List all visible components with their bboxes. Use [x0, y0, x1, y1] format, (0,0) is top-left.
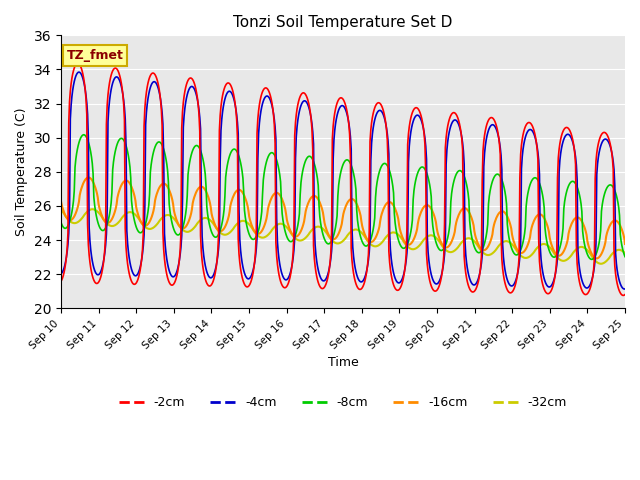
Line: -4cm: -4cm: [61, 72, 625, 289]
-2cm: [621, 292, 629, 298]
-2cm: [57, 278, 65, 284]
-16cm: [429, 209, 436, 215]
-32cm: [621, 250, 629, 256]
-8cm: [588, 256, 596, 262]
-4cm: [213, 258, 221, 264]
-16cm: [126, 181, 134, 187]
-32cm: [88, 206, 96, 212]
-4cm: [126, 260, 134, 265]
-32cm: [412, 245, 420, 251]
-4cm: [57, 271, 65, 276]
Text: TZ_fmet: TZ_fmet: [67, 49, 124, 62]
Y-axis label: Soil Temperature (C): Soil Temperature (C): [15, 108, 28, 236]
-4cm: [621, 286, 629, 292]
-8cm: [67, 213, 75, 219]
-4cm: [67, 102, 75, 108]
-16cm: [57, 198, 65, 204]
-4cm: [412, 113, 420, 119]
X-axis label: Time: Time: [328, 356, 358, 369]
-32cm: [597, 261, 605, 266]
-16cm: [213, 226, 221, 231]
-2cm: [429, 287, 436, 292]
-2cm: [126, 274, 134, 279]
-8cm: [126, 164, 134, 170]
-32cm: [429, 233, 436, 239]
-8cm: [57, 219, 65, 225]
Legend: -2cm, -4cm, -8cm, -16cm, -32cm: -2cm, -4cm, -8cm, -16cm, -32cm: [114, 391, 572, 414]
-2cm: [620, 292, 627, 298]
Line: -2cm: -2cm: [61, 63, 625, 295]
-2cm: [67, 81, 75, 87]
Title: Tonzi Soil Temperature Set D: Tonzi Soil Temperature Set D: [233, 15, 452, 30]
Line: -32cm: -32cm: [61, 209, 625, 264]
Line: -8cm: -8cm: [61, 135, 625, 259]
-4cm: [620, 286, 628, 292]
-32cm: [213, 227, 221, 232]
-16cm: [412, 229, 420, 235]
-16cm: [84, 175, 92, 180]
-8cm: [429, 223, 436, 229]
-32cm: [67, 219, 75, 225]
-4cm: [429, 276, 436, 282]
-2cm: [213, 258, 221, 264]
-32cm: [126, 209, 134, 215]
-16cm: [67, 217, 75, 223]
-4cm: [184, 92, 191, 97]
-16cm: [621, 241, 629, 247]
-8cm: [80, 132, 88, 138]
-8cm: [412, 175, 420, 180]
-2cm: [412, 105, 420, 110]
-32cm: [57, 207, 65, 213]
-2cm: [184, 79, 191, 85]
-8cm: [621, 254, 629, 260]
-8cm: [213, 234, 221, 240]
-2cm: [74, 60, 81, 66]
-16cm: [184, 222, 191, 228]
-4cm: [75, 69, 83, 75]
-16cm: [593, 255, 600, 261]
-8cm: [184, 193, 191, 199]
Line: -16cm: -16cm: [61, 178, 625, 258]
-32cm: [184, 229, 191, 235]
